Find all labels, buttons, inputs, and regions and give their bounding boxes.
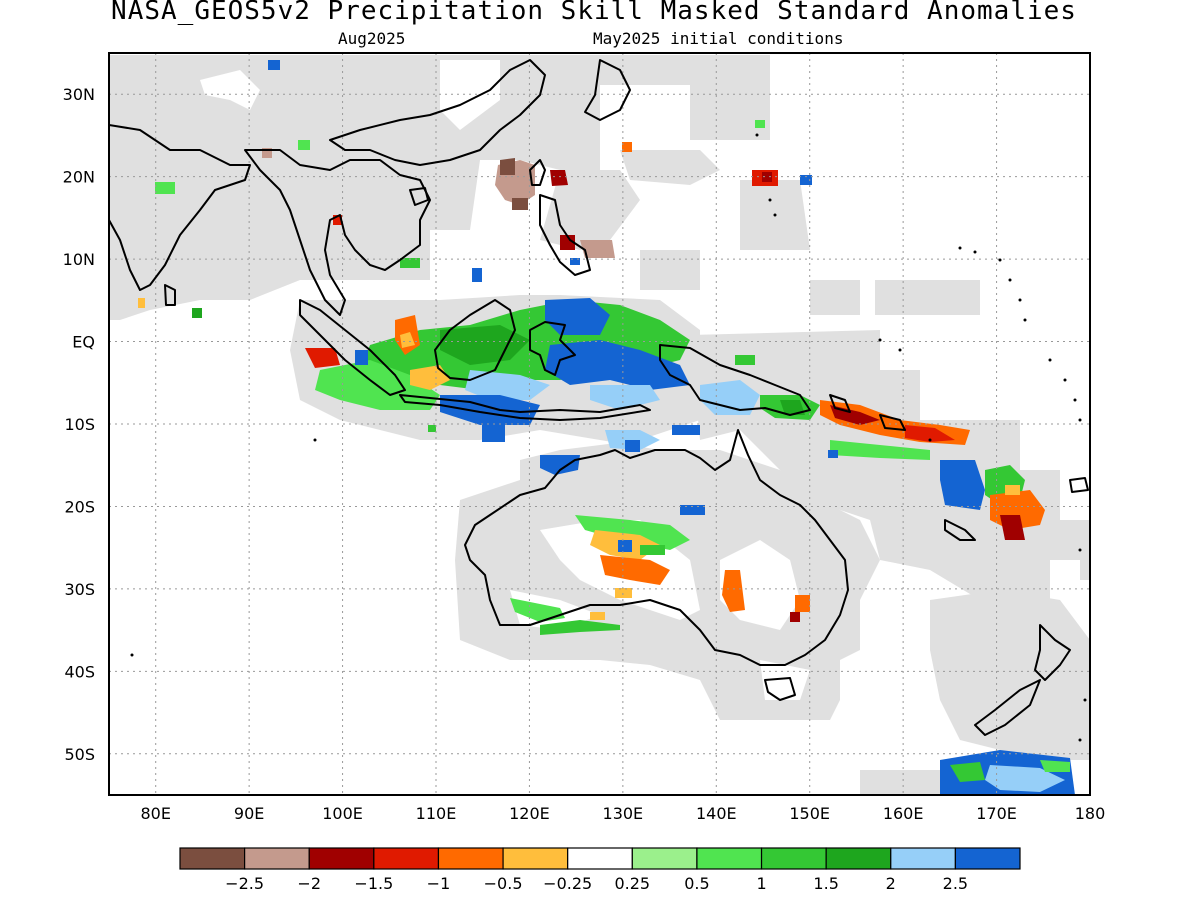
lon-label: 130E [603,804,644,823]
lon-label: 90E [234,804,264,823]
lon-label: 170E [976,804,1017,823]
colorbar-swatch [890,847,956,870]
init-conditions-label: May2025 initial conditions [593,29,844,48]
colorbar-swatch [760,847,827,870]
colorbar-label: −0.5 [484,874,523,893]
lon-label: 140E [696,804,737,823]
lat-label: 30N [63,85,95,104]
colorbar-label: −1.5 [354,874,393,893]
colorbar-label: −0.25 [543,874,592,893]
colorbar-swatch [631,847,698,870]
lat-label: 10S [64,415,95,434]
colorbar: −2.5 −2 −1.5 −1 −0.5 −0.25 0.25 0.5 1 1.5 2 2.5 [179,847,1021,893]
anomaly-patches [138,60,1075,795]
lat-label: 20N [63,168,95,187]
latitude-labels: 30N 20N 10N EQ 10S 20S 30S 40S 50S [63,85,95,764]
colorbar-swatch [308,847,375,870]
lat-label: 10N [63,250,95,269]
colorbar-label: −1 [427,874,451,893]
coastlines [109,59,1089,736]
valid-month-label: Aug2025 [338,29,406,48]
lat-label: 40S [64,662,95,681]
map-frame [108,52,1091,796]
colorbar-swatch [373,847,440,870]
colorbar-label: 0.5 [684,874,709,893]
colorbar-label: −2.5 [225,874,264,893]
lon-label: 110E [416,804,457,823]
lon-label: 180 [1075,804,1106,823]
lon-label: 150E [789,804,830,823]
lat-label: 50S [64,745,95,764]
colorbar-swatch [244,847,310,870]
colorbar-label: 2 [886,874,896,893]
small-islands [130,133,1087,742]
lat-label: 20S [64,497,95,516]
skill-mask-shading [109,55,1090,795]
colorbar-swatch [567,847,633,870]
colorbar-swatch [437,847,504,870]
colorbar-swatch [696,847,763,870]
lat-label: EQ [72,333,95,352]
chart-title: NASA_GEOS5v2 Precipitation Skill Masked … [111,0,1077,26]
lon-label: 100E [322,804,363,823]
colorbar-label: 2.5 [943,874,968,893]
gridlines [109,53,1090,795]
colorbar-swatch [825,847,892,870]
lon-label: 160E [883,804,924,823]
colorbar-label: −2 [297,874,321,893]
colorbar-label: 1.5 [813,874,838,893]
lat-label: 30S [64,580,95,599]
lon-label: 80E [140,804,170,823]
lon-label: 120E [509,804,550,823]
colorbar-swatch [502,847,569,870]
colorbar-swatch [954,847,1021,870]
colorbar-swatch [179,847,246,870]
colorbar-label: 1 [756,874,766,893]
longitude-labels: 80E 90E 100E 110E 120E 130E 140E 150E 160E 170E 18… [140,804,1105,823]
colorbar-label: 0.25 [614,874,650,893]
